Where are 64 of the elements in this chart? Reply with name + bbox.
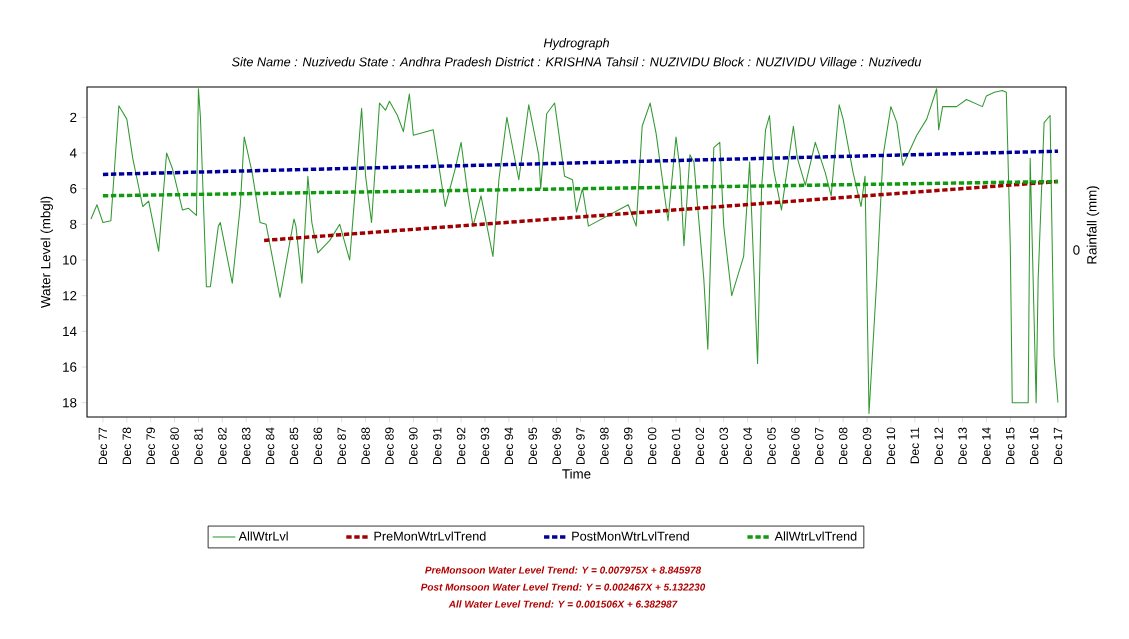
y-axis-title: Water Level (mbgl)	[40, 196, 53, 308]
x-tick-label: Dec 12	[934, 427, 943, 465]
text: Post Monsoon Water Level Trend: Y = 0.002467X + 5.132230	[420, 583, 706, 591]
x-tick-label: Dec 89	[385, 427, 394, 465]
text: 0	[1073, 245, 1080, 255]
x-tick-label: Dec 81	[194, 427, 203, 465]
x-tick-label: Dec 08	[838, 427, 848, 465]
x-tick-label: Dec 93	[480, 427, 490, 465]
x-tick-label: Dec 90	[409, 427, 418, 465]
x-tick-label: Dec 16	[1029, 427, 1039, 465]
x-tick-label: Dec 97	[576, 427, 585, 465]
x-tick-label: Dec 99	[623, 427, 633, 465]
y-tick-label: 16	[63, 362, 77, 372]
x-tick-label: Dec 84	[265, 427, 275, 465]
x-tick-label: Dec 11	[910, 427, 919, 464]
text: All Water Level Trend: Y = 0.001506X + 6.382987	[448, 600, 678, 608]
x-tick-label: Dec 98	[600, 427, 609, 465]
y-tick-label: 2	[70, 112, 77, 122]
legend-label: AllWtrLvl	[238, 531, 288, 541]
x-tick-label: Dec 77	[98, 427, 108, 465]
x-tick-label: Dec 94	[504, 427, 514, 465]
x-tick-label: Dec 17	[1053, 427, 1063, 465]
x-tick-label: Dec 07	[815, 427, 824, 465]
x-axis-title: Time	[562, 468, 591, 479]
x-tick-label: Dec 85	[289, 427, 299, 465]
y-tick-label: 12	[63, 291, 77, 301]
x-tick-label: Dec 03	[719, 427, 729, 465]
x-tick-label: Dec 92	[456, 427, 466, 465]
chart-subtitle: Site Name : Nuzivedu State : Andhra Pradesh District : KRISHNA Tahsil : NUZIVIDU Block : NUZIVIDU Village : Nuzivedu	[231, 57, 922, 69]
x-tick-label: Dec 06	[791, 427, 800, 465]
y-tick-label: 8	[70, 219, 77, 230]
x-tick-label: Dec 04	[743, 427, 752, 465]
x-tick-label: Dec 15	[1006, 427, 1015, 465]
x-tick-label: Dec 05	[767, 427, 776, 465]
x-tick-label: Dec 14	[982, 427, 991, 465]
x-tick-label: Dec 83	[241, 427, 251, 465]
x-tick-label: Dec 79	[146, 427, 155, 465]
chart-title: Hydrograph	[543, 38, 609, 50]
x-tick-label: Dec 02	[695, 427, 705, 465]
x-tick-label: Dec 78	[122, 427, 132, 465]
x-tick-label: Dec 95	[528, 427, 537, 465]
line-series	[90, 88, 1059, 414]
x-tick-label: Dec 00	[647, 427, 657, 465]
x-tick-label: Dec 13	[958, 427, 967, 465]
y-tick-label: 6	[70, 183, 77, 194]
x-tick-label: Dec 01	[671, 427, 681, 465]
x-tick-label: Dec 86	[313, 427, 323, 465]
text: PreMonsoon Water Level Trend: Y = 0.007975X + 8.845978	[425, 566, 702, 574]
x-tick-label: Dec 80	[170, 427, 179, 465]
x-tick-label: Dec 96	[552, 427, 561, 465]
y-tick-label: 18	[63, 398, 77, 408]
y2-axis-title: Rainfall (mm)	[1086, 186, 1100, 264]
y-tick-label: 10	[63, 255, 77, 265]
x-tick-label: Dec 88	[361, 427, 370, 465]
y-tick-label: 14	[63, 326, 77, 336]
x-tick-label: Dec 91	[432, 427, 442, 465]
legend-label: PostMonWtrLvlTrend	[572, 531, 689, 541]
x-tick-label: Dec 82	[218, 427, 227, 465]
x-tick-label: Dec 87	[337, 427, 346, 465]
legend-label: AllWtrLvlTrend	[774, 531, 857, 541]
x-tick-label: Dec 09	[862, 427, 872, 465]
y-tick-label: 4	[69, 148, 77, 158]
x-tick-label: Dec 10	[886, 427, 896, 465]
legend-label: PreMonWtrLvlTrend	[374, 531, 486, 541]
